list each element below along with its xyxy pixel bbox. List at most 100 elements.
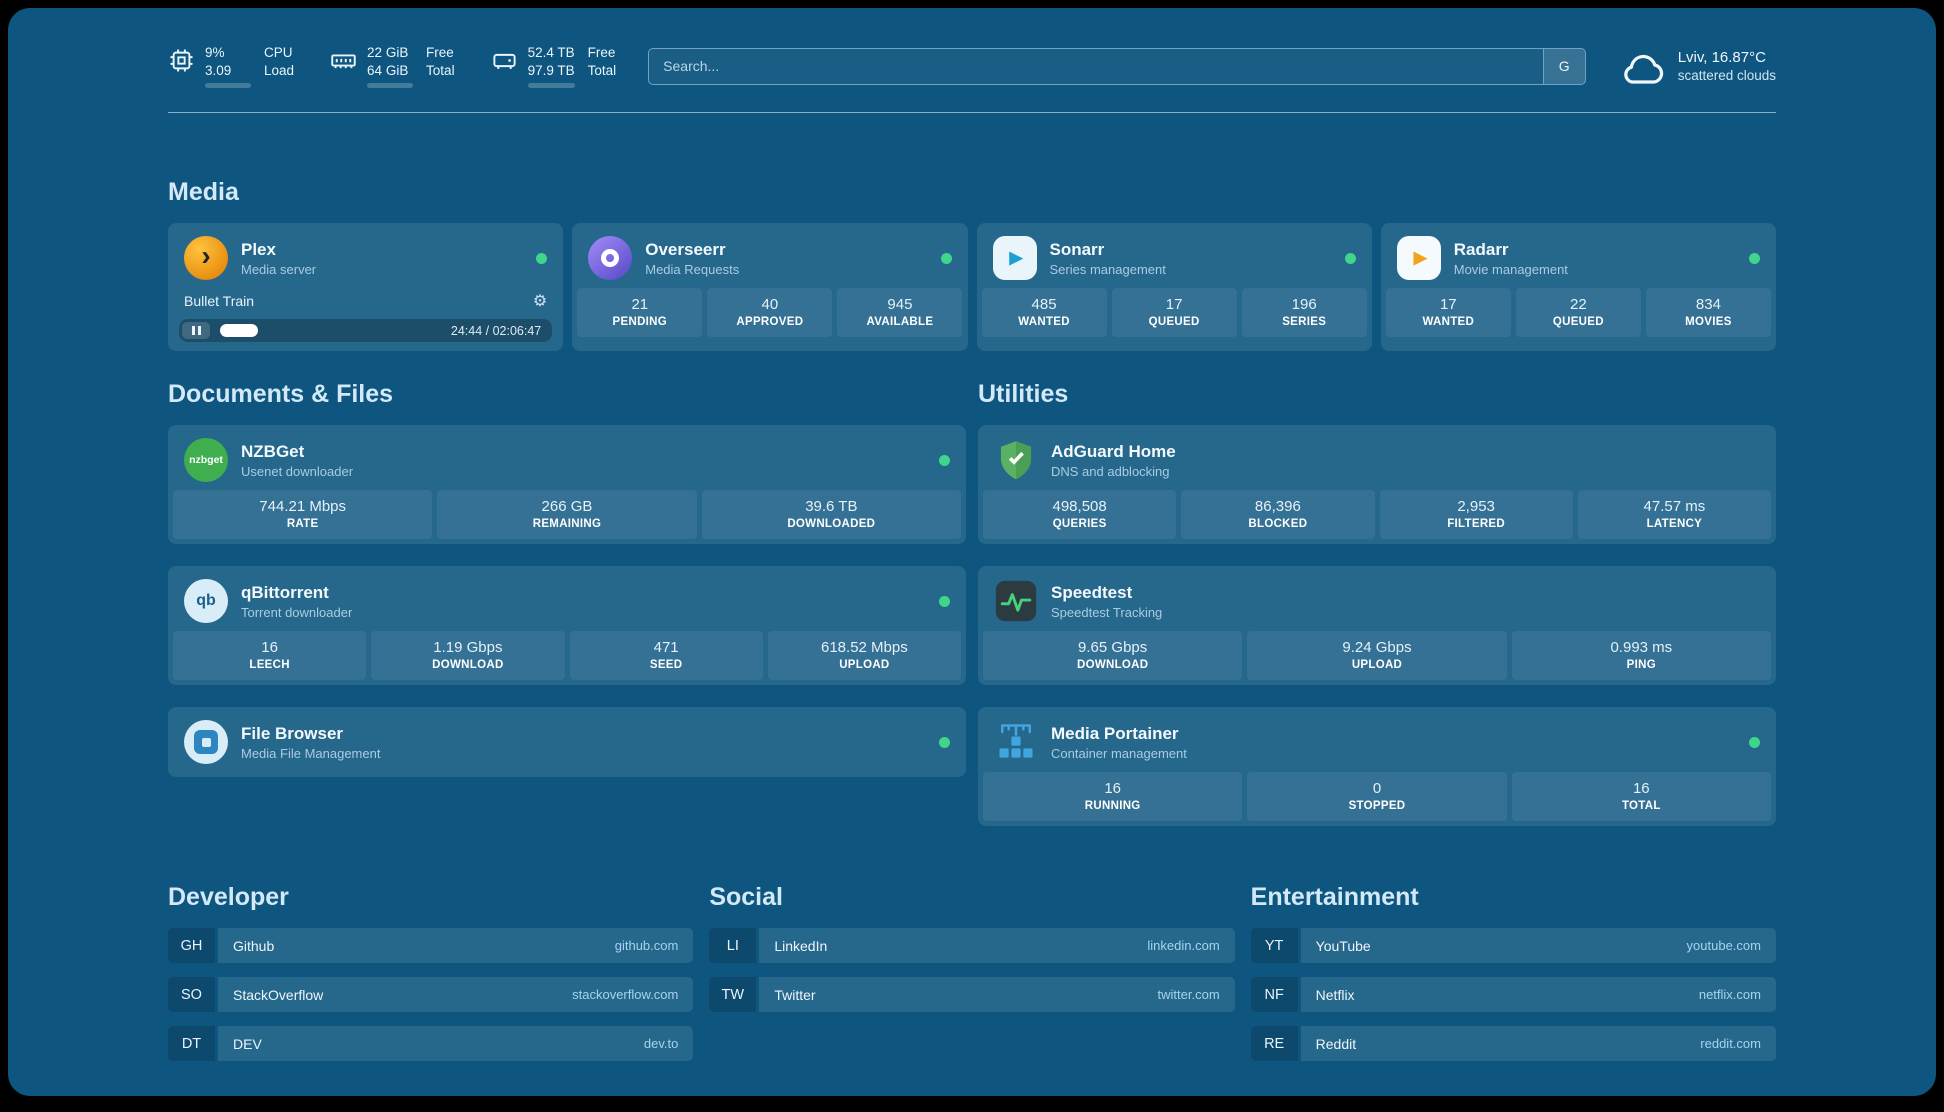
stat-label: RUNNING [1084,800,1141,813]
plex-player-bar[interactable]: 24:44 / 02:06:47 [179,319,553,343]
stat-value: 1.19 Gbps [433,639,503,657]
cpu-percent: 9% [205,45,225,60]
card-radarr[interactable]: ▶ Radarr Movie management 17 WANTED 22 Q… [1380,223,1776,352]
disk-progress-bar [527,83,575,89]
card-qbittorrent[interactable]: qb qBittorrent Torrent downloader 16 LEE… [168,566,966,686]
card-subtitle: Media server [241,261,317,277]
stat-cell: 17 QUEUED [1111,288,1237,338]
stat-cell: 618.52 Mbps UPLOAD [767,631,961,681]
stat-cell: 471 SEED [569,631,763,681]
card-overseerr[interactable]: Overseerr Media Requests 21 PENDING 40 A… [572,223,968,352]
card-subtitle: Container management [1051,745,1187,761]
card-speedtest[interactable]: Speedtest Speedtest Tracking 9.65 Gbps D… [978,566,1776,686]
bookmark-netflix[interactable]: NF Netflix netflix.com [1250,977,1776,1013]
pause-icon[interactable] [182,322,210,340]
bookmark-name: Netflix [1315,986,1355,1003]
bookmark-abbr: LI [709,928,757,964]
memory-total-label: Total [426,62,455,78]
stat-value: 196 [1291,296,1317,314]
stat-label: WANTED [1018,316,1070,329]
portainer-icon [994,720,1038,764]
search-input[interactable] [649,48,1543,84]
stat-cell: 266 GB REMAINING [437,490,697,540]
sonarr-icon: ▶ [992,236,1037,281]
stat-label: SERIES [1282,316,1327,329]
player-progress-track[interactable] [220,324,441,338]
stat-value: 47.57 ms [1643,498,1706,516]
card-subtitle: Series management [1049,261,1166,277]
card-portainer[interactable]: Media Portainer Container management 16 … [978,707,1776,827]
card-sonarr[interactable]: ▶ Sonarr Series management 485 WANTED 17… [976,223,1372,352]
stat-value: 17 [1165,296,1183,314]
cpu-sublabel: Load [264,62,295,78]
bookmark-name: StackOverflow [233,986,324,1003]
bookmark-url: stackoverflow.com [572,987,679,1003]
status-dot [939,736,950,748]
disk-total-value: 97.9 TB [527,62,575,78]
card-nzbget[interactable]: nzbget NZBGet Usenet downloader 744.21 M… [168,425,966,545]
stat-label: LEECH [249,659,290,672]
bookmark-twitter[interactable]: TW Twitter twitter.com [709,977,1235,1013]
bookmark-youtube[interactable]: YT YouTube youtube.com [1250,928,1776,964]
bookmark-url: github.com [614,938,679,954]
card-adguard[interactable]: AdGuard Home DNS and adblocking 498,508 … [978,425,1776,545]
entertainment-section: Entertainment YT YouTube youtube.com NF … [1250,882,1776,1062]
status-dot [939,595,950,607]
card-name: Overseerr [645,239,726,259]
memory-free-label: Free [426,45,454,60]
stat-label: QUEUED [1552,316,1604,329]
stat-label: LATENCY [1646,518,1703,531]
card-name: File Browser [241,723,344,743]
stat-label: APPROVED [736,316,804,329]
topbar-divider [168,112,1776,114]
bookmark-abbr: GH [168,928,215,964]
stat-cell: 485 WANTED [981,288,1107,338]
stat-value: 17 [1439,296,1457,314]
disk-free-value: 52.4 TB [527,45,575,60]
bookmark-reddit[interactable]: RE Reddit reddit.com [1250,1026,1776,1062]
speedtest-icon [994,579,1038,623]
stat-cell: 9.24 Gbps UPLOAD [1247,631,1507,681]
stat-value: 86,396 [1254,498,1301,516]
bookmark-stackoverflow[interactable]: SO StackOverflow stackoverflow.com [168,977,694,1013]
disk-widget: 52.4 TB 97.9 TB Free Total [491,44,616,89]
stat-value: 9.24 Gbps [1342,639,1412,657]
cpu-label: CPU [264,45,293,60]
stat-cell: 834 MOVIES [1645,288,1771,338]
radarr-icon: ▶ [1396,236,1441,281]
stat-value: 40 [761,296,779,314]
bookmark-abbr: SO [168,977,215,1013]
cpu-icon [168,47,195,74]
weather-condition: scattered clouds [1677,68,1776,84]
weather-location: Lviv, 16.87°C [1677,49,1766,67]
disk-icon [491,47,518,74]
memory-icon [330,47,357,74]
stat-value: 39.6 TB [805,498,858,516]
card-plex[interactable]: › Plex Media server Bullet Train ⚙ [168,223,564,352]
bookmark-linkedin[interactable]: LI LinkedIn linkedin.com [709,928,1235,964]
bookmark-github[interactable]: GH Github github.com [168,928,694,964]
cloud-icon [1618,48,1666,84]
stat-cell: 16 TOTAL [1511,772,1771,822]
cpu-load-value: 3.09 [205,62,232,78]
stat-value: 744.21 Mbps [259,498,347,516]
stat-label: TOTAL [1621,800,1661,813]
bookmark-dev[interactable]: DT DEV dev.to [168,1026,694,1062]
settings-gear-icon[interactable]: ⚙ [532,293,548,311]
stat-label: UPLOAD [839,659,890,672]
stat-label: PING [1626,659,1656,672]
cpu-progress-bar [205,83,251,89]
stat-value: 22 [1570,296,1587,314]
status-dot [536,252,548,264]
bookmark-url: dev.to [643,1036,679,1052]
stat-value: 266 GB [541,498,593,516]
stat-value: 834 [1695,296,1721,314]
stat-label: STOPPED [1348,800,1406,813]
search-bar[interactable]: G [648,47,1586,85]
system-widgets: 9% 3.09 CPU Load [168,44,616,89]
stat-label: BLOCKED [1248,518,1308,531]
bookmark-url: reddit.com [1700,1036,1761,1052]
card-filebrowser[interactable]: File Browser Media File Management [168,707,966,778]
search-provider-button[interactable]: G [1542,48,1585,84]
stat-label: QUERIES [1052,518,1107,531]
